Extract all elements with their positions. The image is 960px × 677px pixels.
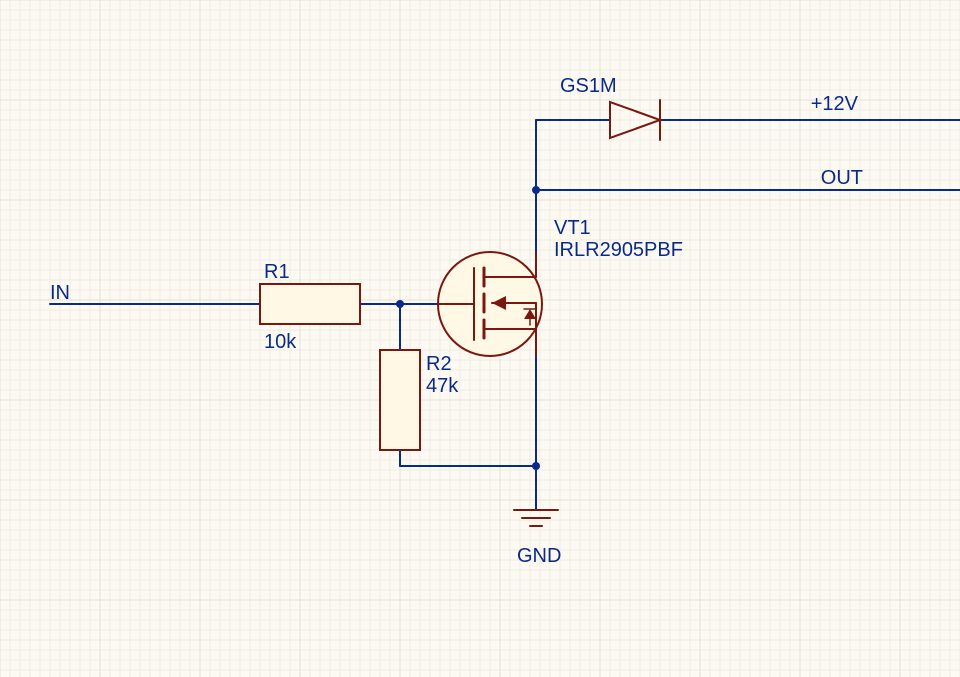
net-out: OUT (821, 167, 863, 189)
net-in: IN (50, 282, 70, 304)
r2-value: 47k (426, 375, 459, 397)
d1-ref: GS1M (560, 75, 617, 97)
net-12v: +12V (811, 93, 859, 115)
r2-ref: R2 (426, 353, 452, 375)
schematic-svg: R1 10k R247k VT1IRLR2905PBF GS1M IN OUT +12V GND (0, 0, 960, 677)
junction (532, 186, 540, 194)
net-gnd: GND (517, 545, 561, 567)
resistor-r1 (260, 284, 360, 324)
r1-value: 10k (264, 331, 297, 353)
vt1-ref: VT1 (554, 217, 591, 239)
junction (396, 300, 404, 308)
resistor-r2 (380, 350, 420, 450)
schematic-canvas: R1 10k R247k VT1IRLR2905PBF GS1M IN OUT +12V GND (0, 0, 960, 677)
r1-ref: R1 (264, 261, 290, 283)
vt1-value: IRLR2905PBF (554, 239, 683, 261)
junction (532, 462, 540, 470)
